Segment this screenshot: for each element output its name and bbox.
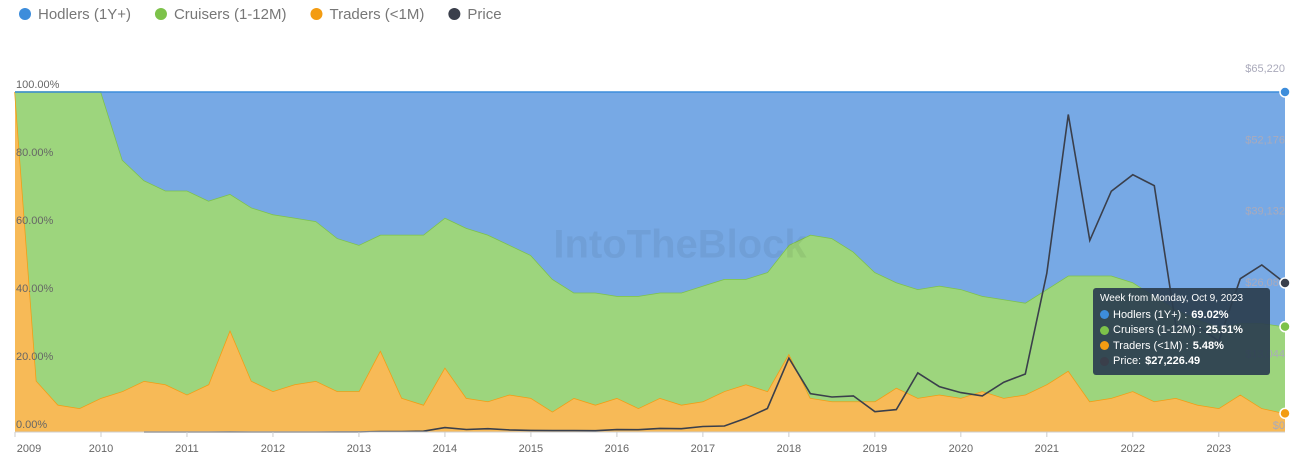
tooltip-title: Week from Monday, Oct 9, 2023 [1100, 293, 1244, 304]
y2-tick-label: $52,176 [1245, 134, 1285, 146]
y2-tick-label: $65,220 [1245, 63, 1285, 75]
x-tick-label: 2020 [949, 443, 973, 455]
y2-tick-label: $39,132 [1245, 206, 1285, 218]
tooltip-marker [1100, 310, 1109, 320]
tooltip-marker [1100, 356, 1109, 366]
y2-tick-label: $26,088 [1245, 277, 1285, 289]
x-tick-label: 2016 [605, 443, 629, 455]
y-tick-label: 40.00% [16, 283, 54, 295]
tooltip-value: $27,226.49 [1145, 355, 1201, 368]
end-marker [1279, 407, 1291, 420]
y-tick-label: 100.00% [16, 79, 60, 91]
x-tick-label: 2014 [433, 443, 457, 455]
x-tick-label: 2015 [519, 443, 543, 455]
tooltip-marker [1100, 325, 1109, 335]
x-tick-label: 2018 [777, 443, 801, 455]
y-tick-label: 0.00% [16, 419, 47, 431]
legend-marker [310, 8, 323, 20]
tooltip-label: Cruisers (1-12M) : [1113, 324, 1202, 337]
legend-label: Hodlers (1Y+) [38, 6, 131, 23]
legend-label: Traders (<1M) [329, 6, 424, 23]
y-tick-label: 80.00% [16, 147, 54, 159]
watermark: IntoTheBlock [553, 223, 807, 267]
legend-marker [154, 8, 167, 20]
tooltip-value: 69.02% [1191, 308, 1229, 321]
y-tick-label: 60.00% [16, 215, 54, 227]
plot-area: 0.00%20.00%40.00%60.00%80.00%100.00%$0$1… [14, 63, 1291, 455]
tooltip-label: Hodlers (1Y+) : [1113, 308, 1188, 321]
x-tick-label: 2013 [347, 443, 371, 455]
y-tick-label: 20.00% [16, 351, 54, 363]
end-marker [1279, 320, 1291, 333]
tooltip-row: Cruisers (1-12M) :25.51% [1100, 323, 1263, 339]
tooltip: Week from Monday, Oct 9, 2023 Hodlers (1… [1093, 288, 1270, 375]
tooltip-label: Price: [1113, 355, 1142, 368]
area [15, 92, 1285, 327]
tooltip-row: Price: $27,226.49 [1100, 354, 1263, 370]
tooltip-value: 5.48% [1192, 339, 1224, 352]
legend-label: Cruisers (1-12M) [174, 6, 287, 23]
tooltip-label: Traders (<1M) : [1113, 339, 1189, 352]
tooltip-marker [1100, 341, 1109, 351]
tooltip-row: Traders (<1M) :5.48% [1100, 338, 1263, 354]
end-marker [1279, 277, 1291, 289]
tooltip-row: Hodlers (1Y+) :69.02% [1100, 307, 1263, 323]
x-tick-label: 2009 [17, 443, 41, 455]
x-tick-label: 2010 [89, 443, 113, 455]
x-tick-label: 2021 [1035, 443, 1059, 455]
tooltip-value: 25.51% [1205, 324, 1243, 337]
area [15, 92, 1285, 432]
area [15, 92, 1285, 414]
legend: Hodlers (1Y+) Cruisers (1-12M) Traders (<1… [19, 6, 502, 23]
legend-marker [448, 8, 461, 20]
legend-marker [19, 8, 31, 20]
y2-tick-label: $0 [1273, 420, 1285, 432]
legend-label: Price [467, 6, 501, 23]
x-tick-label: 2011 [175, 443, 199, 455]
x-tick-label: 2012 [261, 443, 285, 455]
x-tick-label: 2023 [1207, 443, 1231, 455]
x-tick-label: 2017 [691, 443, 715, 455]
x-tick-label: 2019 [863, 443, 887, 455]
x-tick-label: 2022 [1121, 443, 1145, 455]
end-marker [1279, 86, 1291, 98]
